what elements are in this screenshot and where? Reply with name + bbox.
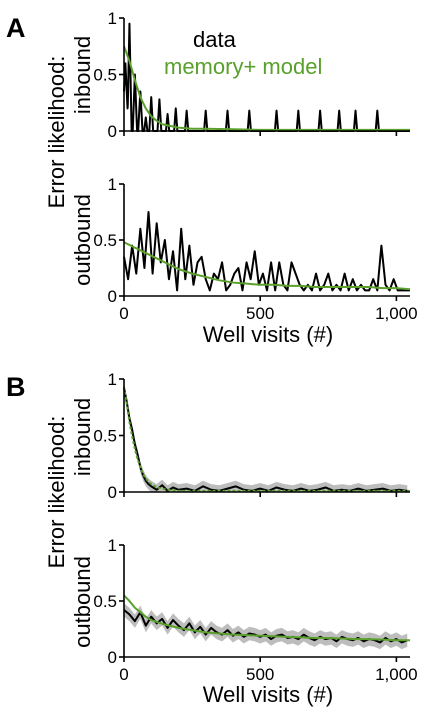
- y-tick-label: 0.5: [93, 427, 117, 446]
- panel-a-y-title-inbound: inbound: [70, 36, 95, 114]
- x-tick-label: 0: [119, 304, 128, 323]
- y-tick-label: 0.5: [93, 231, 117, 250]
- panel-a-y-title-outbound: outbound: [70, 194, 95, 286]
- legend-model-label: memory+ model: [164, 54, 322, 79]
- panel-a-x-title: Well visits (#): [203, 322, 333, 347]
- y-tick-label: 0: [108, 648, 117, 667]
- y-tick-label: 0.5: [93, 66, 117, 85]
- x-tick-label: 0: [119, 665, 128, 684]
- y-tick-label: 1: [108, 9, 117, 28]
- y-tick-label: 1: [108, 536, 117, 555]
- x-tick-label: 1,000: [375, 304, 418, 323]
- panel-b-y-title-inbound: inbound: [70, 398, 95, 476]
- panel-b-y-title-main: Error likelihood:: [44, 416, 69, 569]
- panel-letter-a: A: [6, 13, 26, 43]
- y-tick-label: 0: [108, 483, 117, 502]
- legend-data-label: data: [193, 27, 237, 52]
- y-tick-label: 0: [108, 287, 117, 306]
- series-line-model: [123, 45, 410, 131]
- series-band-data: [124, 382, 408, 492]
- subplot-a-outbound: 0 0.5 1 0 500 1,000: [93, 175, 417, 323]
- y-tick-label: 1: [108, 370, 117, 389]
- subplot-b-inbound: 00.51: [93, 370, 410, 502]
- y-tick-label: 1: [108, 175, 117, 194]
- x-tick-label: 1,000: [375, 665, 418, 684]
- subplot-b-outbound: 0 0.5 1 0 500 1,000: [93, 536, 417, 684]
- y-tick-label: 0: [108, 122, 117, 141]
- panel-b-y-title-outbound: outbound: [70, 556, 95, 648]
- x-tick-label: 500: [246, 304, 274, 323]
- x-tick-label: 500: [246, 665, 274, 684]
- panel-letter-b: B: [6, 372, 26, 402]
- subplot-a-inbound: 00.51: [93, 9, 411, 141]
- y-tick-label: 0.5: [93, 592, 117, 611]
- series-line-model: [123, 386, 410, 492]
- panel-a-y-title-main: Error likelihood:: [44, 56, 69, 209]
- series-line-model: [123, 241, 411, 291]
- panel-b-x-title: Well visits (#): [203, 682, 333, 707]
- series-line-model: [123, 594, 410, 642]
- series-line-data: [123, 387, 408, 492]
- series-line-data: [123, 211, 410, 292]
